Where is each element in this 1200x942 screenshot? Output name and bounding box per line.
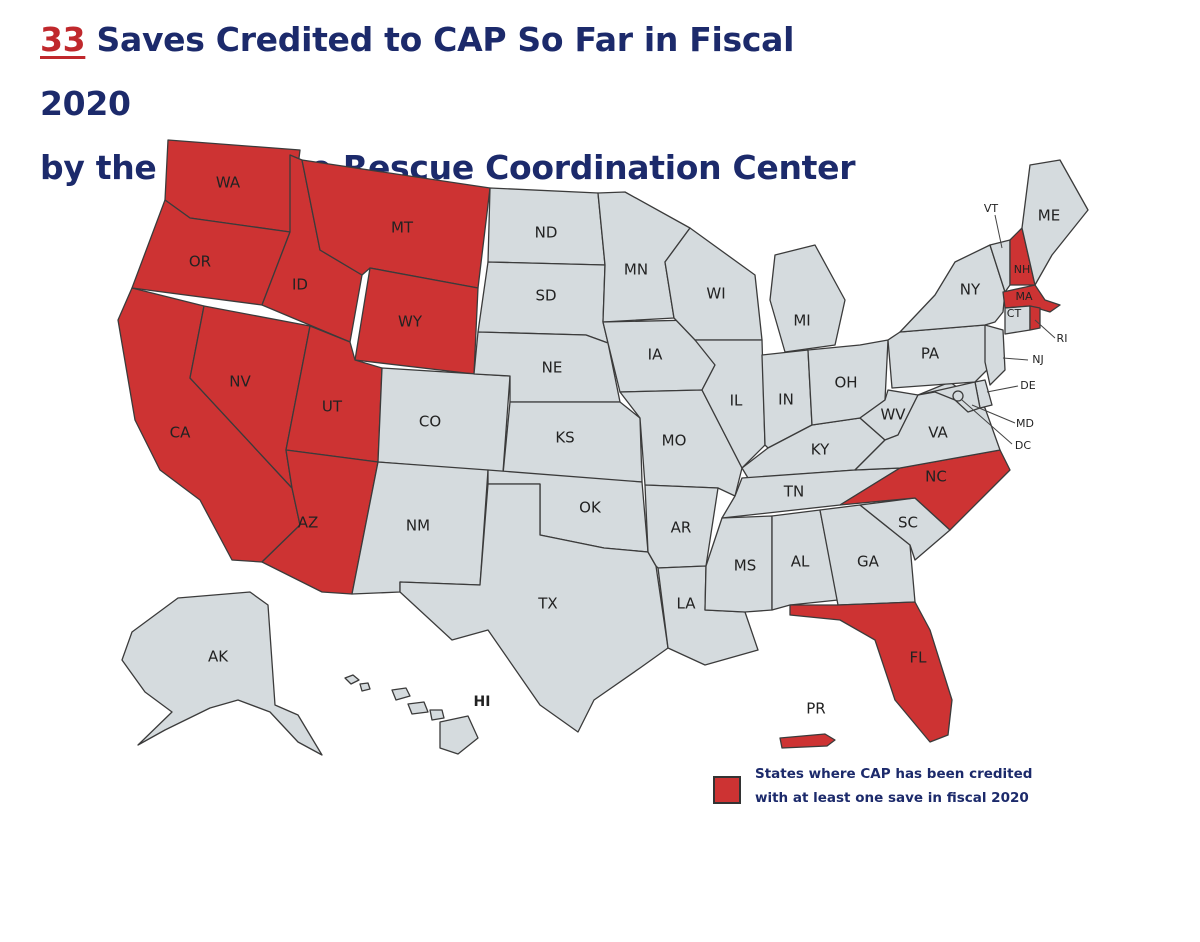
state-CO[interactable] (377, 367, 511, 473)
label-DC: DC (1015, 439, 1031, 452)
label-FL: FL (910, 649, 928, 667)
label-OK: OK (579, 499, 602, 517)
label-ID: ID (292, 276, 308, 294)
state-PA[interactable] (887, 324, 996, 389)
label-NM: NM (406, 517, 430, 535)
state-RI[interactable] (1029, 305, 1041, 331)
legend-swatch (713, 776, 741, 804)
legend-line-1: States where CAP has been credited (755, 766, 1033, 782)
label-CA: CA (170, 424, 191, 442)
label-IA: IA (648, 346, 663, 364)
label-KS: KS (555, 429, 574, 447)
state-HI-island-1[interactable] (344, 674, 360, 685)
state-FL[interactable] (789, 601, 953, 743)
label-WY: WY (398, 313, 423, 331)
label-PR: PR (806, 700, 825, 718)
state-HI-island-4[interactable] (407, 701, 429, 715)
state-HI-island-5[interactable] (429, 709, 445, 721)
label-KY: KY (811, 441, 830, 459)
label-NY: NY (960, 281, 981, 299)
label-AR: AR (671, 519, 692, 537)
label-NE: NE (542, 359, 563, 377)
label-AK: AK (208, 648, 229, 666)
label-OR: OR (189, 253, 211, 271)
label-MT: MT (391, 219, 414, 237)
label-IL: IL (730, 392, 743, 410)
state-MD[interactable] (917, 381, 981, 413)
label-AL: AL (791, 553, 810, 571)
save-count: 33 (40, 20, 86, 59)
label-PA: PA (921, 345, 940, 363)
label-TN: TN (783, 483, 804, 501)
label-IN: IN (778, 391, 794, 409)
label-UT: UT (322, 398, 343, 416)
state-AL[interactable] (771, 509, 839, 611)
title-line-1: 33 Saves Credited to CAP So Far in Fisca… (40, 8, 860, 136)
label-SD: SD (535, 287, 556, 305)
state-labels: WA OR CA ID NV MT WY UT AZ CO NM ND SD N… (170, 174, 1068, 718)
state-HI-island-3[interactable] (391, 687, 411, 701)
label-RI: RI (1057, 332, 1068, 345)
state-NY[interactable] (899, 244, 1006, 333)
label-NC: NC (925, 468, 947, 486)
state-HI-island-2[interactable] (359, 682, 371, 692)
label-MO: MO (662, 432, 687, 450)
label-NV: NV (229, 373, 251, 391)
state-TX[interactable] (399, 483, 669, 733)
label-NJ: NJ (1032, 353, 1043, 366)
label-SC: SC (898, 514, 918, 532)
state-NC[interactable] (839, 449, 1011, 531)
label-TX: TX (537, 595, 557, 613)
state-AK[interactable] (121, 591, 323, 756)
label-WA: WA (216, 174, 241, 192)
label-OH: OH (834, 374, 857, 392)
state-NJ[interactable] (984, 324, 1006, 386)
label-MN: MN (624, 261, 648, 279)
label-ND: ND (535, 224, 558, 242)
label-VA: VA (928, 424, 948, 442)
state-HI-island-6[interactable] (439, 715, 479, 755)
label-ME: ME (1038, 207, 1060, 225)
label-CO: CO (419, 413, 441, 431)
state-MI[interactable] (769, 244, 846, 353)
state-DC[interactable] (952, 390, 964, 402)
label-CT: CT (1007, 307, 1022, 320)
label-DE: DE (1020, 379, 1035, 392)
label-NH: NH (1014, 263, 1031, 276)
state-KS[interactable] (502, 401, 643, 483)
label-MI: MI (793, 312, 810, 330)
title-line-1-rest: Saves Credited to CAP So Far in Fiscal 2… (40, 20, 795, 123)
label-HI: HI (474, 694, 491, 710)
us-map: WA OR CA ID NV MT WY UT AZ CO NM ND SD N… (117, 139, 1089, 756)
label-VT: VT (984, 202, 999, 215)
label-WV: WV (880, 406, 906, 424)
legend-text: States where CAP has been credited with … (755, 762, 1075, 810)
label-AZ: AZ (298, 514, 319, 532)
label-MS: MS (734, 557, 756, 575)
legend-line-2: with at least one save in fiscal 2020 (755, 790, 1029, 806)
label-WI: WI (706, 285, 725, 303)
leader-lines (961, 214, 1056, 445)
state-PR[interactable] (779, 733, 836, 749)
label-MA: MA (1015, 290, 1032, 303)
label-MD: MD (1016, 417, 1034, 430)
label-LA: LA (677, 595, 697, 613)
label-GA: GA (857, 553, 880, 571)
